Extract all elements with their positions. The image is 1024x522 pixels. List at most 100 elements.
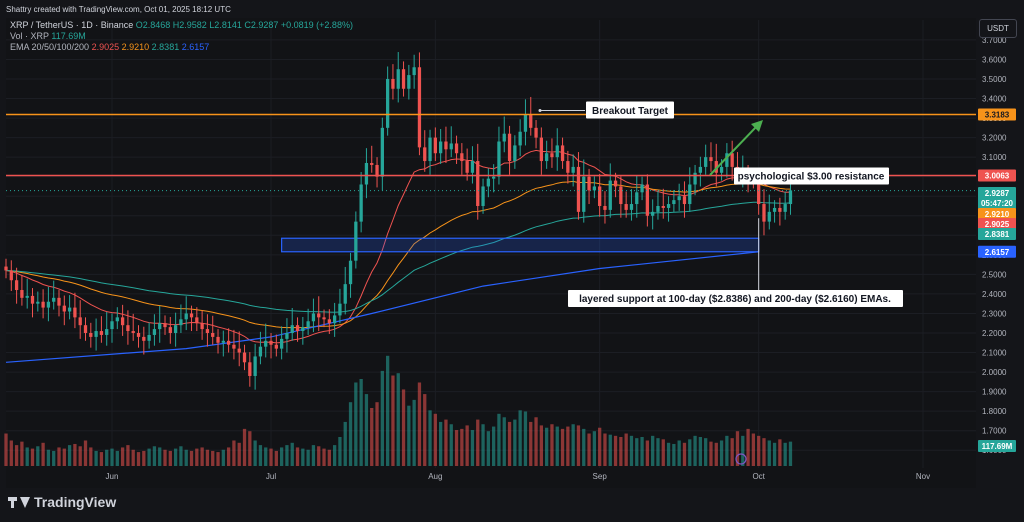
volume-bar bbox=[651, 435, 655, 466]
volume-bar bbox=[295, 447, 300, 466]
candle-body bbox=[603, 205, 607, 210]
volume-bar bbox=[322, 448, 326, 466]
ema-legend[interactable]: EMA 20/50/100/200 2.9025 2.9210 2.8381 2… bbox=[10, 42, 209, 53]
volume-bar bbox=[476, 419, 480, 466]
candle-body bbox=[163, 323, 167, 328]
candle-body bbox=[343, 284, 347, 304]
candle-body bbox=[661, 205, 665, 208]
candle-body bbox=[725, 153, 729, 167]
ema100-value: 2.8381 bbox=[151, 42, 180, 52]
ema20-value: 2.9025 bbox=[91, 42, 120, 52]
volume-bar bbox=[417, 382, 422, 466]
candle-body bbox=[640, 184, 644, 193]
volume-bar bbox=[619, 437, 623, 466]
tradingview-logo-icon bbox=[8, 495, 30, 509]
target-arrow-head bbox=[751, 120, 763, 132]
volume-bar bbox=[301, 448, 305, 466]
candle-body bbox=[470, 161, 475, 173]
candle-body bbox=[105, 329, 109, 335]
volume-bar bbox=[704, 438, 708, 466]
candle-body bbox=[566, 161, 570, 173]
candle-body bbox=[624, 204, 628, 210]
x-tick-label: Sep bbox=[593, 472, 608, 481]
candle-body bbox=[62, 305, 66, 312]
candle-body bbox=[73, 307, 77, 318]
currency-selector[interactable]: USDT bbox=[979, 19, 1017, 38]
volume-bar bbox=[682, 442, 687, 466]
volume-bar bbox=[656, 438, 660, 466]
candle-body bbox=[221, 340, 225, 343]
volume-bar bbox=[237, 442, 241, 466]
candle-body bbox=[635, 192, 639, 205]
event-icon bbox=[735, 453, 747, 465]
volume-bar bbox=[677, 440, 681, 466]
volume-bar bbox=[693, 435, 697, 466]
breakout-target-label: Breakout Target bbox=[592, 106, 669, 117]
volume-bar bbox=[433, 413, 437, 466]
x-tick-label: Oct bbox=[752, 472, 765, 481]
volume-bar bbox=[688, 439, 692, 466]
volume-bar bbox=[778, 439, 782, 466]
volume-bar bbox=[30, 448, 35, 466]
volume-bar bbox=[136, 452, 141, 466]
candle-body bbox=[242, 352, 247, 363]
volume-bar bbox=[513, 419, 517, 466]
volume-bar bbox=[762, 438, 766, 466]
candle-body bbox=[20, 290, 24, 298]
volume-bar bbox=[380, 370, 384, 466]
candle-body bbox=[173, 325, 178, 333]
volume-bar bbox=[306, 449, 310, 466]
volume-bar bbox=[529, 421, 533, 466]
y-tick-label: 1.8000 bbox=[982, 407, 1007, 416]
volume-bar bbox=[36, 446, 40, 466]
volume-bar bbox=[757, 435, 761, 466]
resistance-tag bbox=[978, 169, 1016, 182]
volume-bar bbox=[216, 452, 220, 466]
candle-body bbox=[364, 163, 369, 185]
candle-body bbox=[688, 184, 692, 205]
volume-bar bbox=[698, 437, 703, 466]
volume-bar bbox=[269, 448, 273, 466]
volume-bar bbox=[550, 424, 554, 466]
volume-bar bbox=[285, 445, 289, 466]
ema50-tag-label: 2.9210 bbox=[985, 210, 1010, 219]
candle-body bbox=[36, 301, 40, 304]
y-tick-label: 3.5000 bbox=[982, 75, 1007, 84]
candle-body bbox=[253, 356, 257, 376]
volume-legend[interactable]: Vol · XRP 117.69M bbox=[10, 31, 86, 42]
candle-body bbox=[439, 141, 443, 154]
volume-bar bbox=[730, 438, 734, 466]
candle-body bbox=[301, 327, 305, 332]
candle-body bbox=[237, 348, 241, 353]
candle-body bbox=[682, 196, 687, 205]
volume-bar bbox=[412, 399, 416, 466]
volume-label: Vol · XRP bbox=[10, 31, 49, 41]
candle-body bbox=[189, 313, 194, 318]
volume-bar bbox=[317, 446, 321, 466]
resistance-label: psychological $3.00 resistance bbox=[738, 171, 885, 182]
volume-bar bbox=[672, 443, 676, 466]
candle-body bbox=[693, 172, 697, 185]
candle-body bbox=[120, 317, 125, 326]
volume-bar bbox=[507, 421, 512, 466]
volume-bar bbox=[539, 425, 543, 466]
volume-bar bbox=[714, 442, 718, 466]
volume-bar bbox=[57, 447, 61, 466]
y-tick-label: 3.4000 bbox=[982, 95, 1007, 104]
candle-body bbox=[322, 317, 326, 320]
x-tick-label: Aug bbox=[428, 472, 442, 481]
volume-bar bbox=[25, 447, 29, 466]
candle-body bbox=[454, 143, 459, 154]
candle-body bbox=[486, 178, 490, 187]
volume-bar bbox=[226, 447, 231, 466]
candle-body bbox=[83, 325, 88, 333]
plot-area[interactable] bbox=[6, 18, 976, 488]
candle-body bbox=[184, 313, 188, 320]
support-label: layered support at 100-day ($2.8386) and… bbox=[579, 294, 891, 305]
symbol-legend[interactable]: XRP / TetherUS · 1D · Binance O2.8468 H2… bbox=[10, 20, 353, 31]
candle-body bbox=[285, 332, 289, 339]
volume-bar bbox=[566, 426, 570, 466]
volume-bar bbox=[407, 405, 411, 466]
volume-bar bbox=[560, 428, 565, 466]
